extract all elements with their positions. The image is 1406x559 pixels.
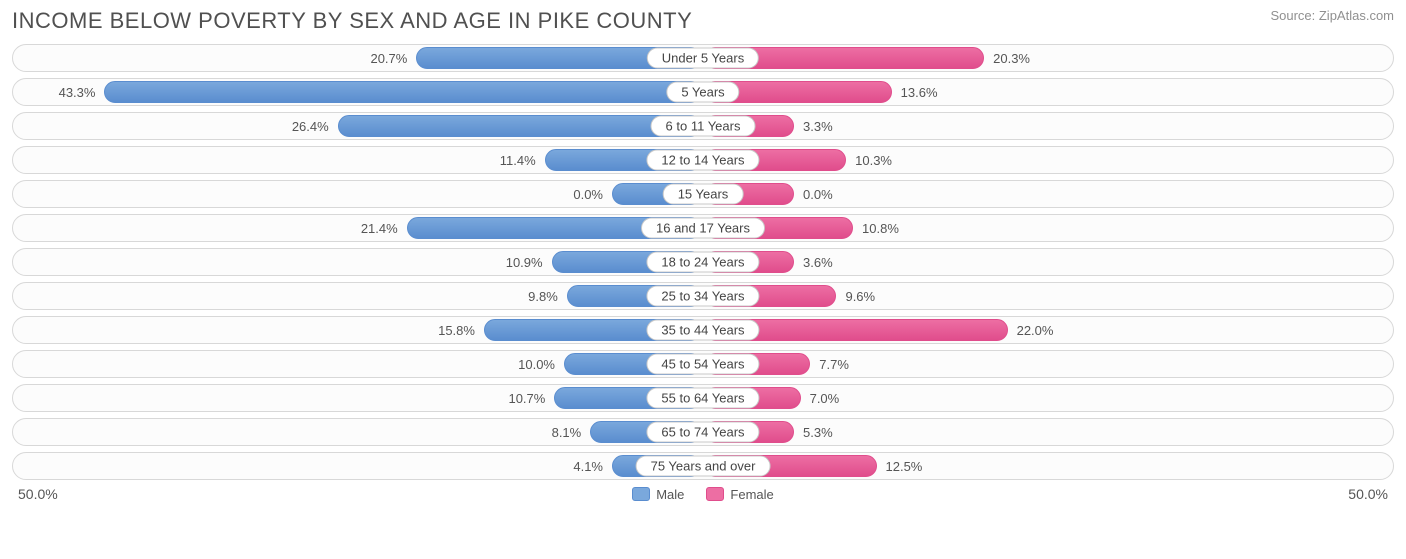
category-label: 15 Years	[663, 184, 744, 205]
female-value: 10.3%	[847, 153, 900, 168]
male-bar	[338, 115, 702, 137]
chart-title: INCOME BELOW POVERTY BY SEX AND AGE IN P…	[12, 8, 692, 34]
chart-row: 20.7% 20.3% Under 5 Years	[12, 44, 1394, 72]
chart-source: Source: ZipAtlas.com	[1270, 8, 1394, 23]
poverty-by-sex-age-chart: 20.7% 20.3% Under 5 Years 43.3% 13.6% 5 Years…	[12, 44, 1394, 480]
category-label: 12 to 14 Years	[646, 150, 759, 171]
male-value: 21.4%	[353, 221, 406, 236]
female-value: 3.3%	[795, 119, 841, 134]
axis-tick-right: 50.0%	[1348, 486, 1388, 502]
category-label: 25 to 34 Years	[646, 286, 759, 307]
male-value: 0.0%	[565, 187, 611, 202]
category-label: 45 to 54 Years	[646, 354, 759, 375]
category-label: 6 to 11 Years	[651, 116, 756, 137]
chart-axis: 50.0% Male Female 50.0%	[12, 486, 1394, 502]
legend-label-male: Male	[656, 487, 684, 502]
male-value: 9.8%	[520, 289, 566, 304]
female-value: 7.7%	[811, 357, 857, 372]
male-value: 10.0%	[510, 357, 563, 372]
chart-row: 10.7% 7.0% 55 to 64 Years	[12, 384, 1394, 412]
male-value: 8.1%	[544, 425, 590, 440]
chart-row: 26.4% 3.3% 6 to 11 Years	[12, 112, 1394, 140]
female-value: 5.3%	[795, 425, 841, 440]
chart-row: 10.9% 3.6% 18 to 24 Years	[12, 248, 1394, 276]
male-value: 10.9%	[498, 255, 551, 270]
chart-row: 0.0% 0.0% 15 Years	[12, 180, 1394, 208]
male-value: 43.3%	[51, 85, 104, 100]
chart-row: 10.0% 7.7% 45 to 54 Years	[12, 350, 1394, 378]
legend-swatch-male	[632, 487, 650, 501]
male-value: 10.7%	[500, 391, 553, 406]
category-label: 75 Years and over	[636, 456, 771, 477]
female-value: 9.6%	[837, 289, 883, 304]
female-value: 0.0%	[795, 187, 841, 202]
male-value: 26.4%	[284, 119, 337, 134]
female-value: 7.0%	[802, 391, 848, 406]
chart-row: 4.1% 12.5% 75 Years and over	[12, 452, 1394, 480]
male-value: 4.1%	[565, 459, 611, 474]
chart-row: 43.3% 13.6% 5 Years	[12, 78, 1394, 106]
category-label: 35 to 44 Years	[646, 320, 759, 341]
female-value: 13.6%	[893, 85, 946, 100]
category-label: 16 and 17 Years	[641, 218, 765, 239]
legend-item-female: Female	[706, 487, 773, 502]
female-value: 12.5%	[878, 459, 931, 474]
chart-row: 15.8% 22.0% 35 to 44 Years	[12, 316, 1394, 344]
legend-label-female: Female	[730, 487, 773, 502]
chart-row: 11.4% 10.3% 12 to 14 Years	[12, 146, 1394, 174]
chart-legend: Male Female	[632, 487, 774, 502]
chart-row: 21.4% 10.8% 16 and 17 Years	[12, 214, 1394, 242]
chart-row: 9.8% 9.6% 25 to 34 Years	[12, 282, 1394, 310]
male-value: 15.8%	[430, 323, 483, 338]
male-value: 20.7%	[362, 51, 415, 66]
chart-row: 8.1% 5.3% 65 to 74 Years	[12, 418, 1394, 446]
axis-tick-left: 50.0%	[18, 486, 58, 502]
male-value: 11.4%	[492, 153, 544, 168]
female-value: 10.8%	[854, 221, 907, 236]
category-label: 5 Years	[666, 82, 739, 103]
legend-item-male: Male	[632, 487, 684, 502]
chart-header: INCOME BELOW POVERTY BY SEX AND AGE IN P…	[12, 8, 1394, 34]
male-bar	[104, 81, 702, 103]
legend-swatch-female	[706, 487, 724, 501]
category-label: Under 5 Years	[647, 48, 759, 69]
female-value: 22.0%	[1009, 323, 1062, 338]
female-value: 20.3%	[985, 51, 1038, 66]
category-label: 65 to 74 Years	[646, 422, 759, 443]
female-value: 3.6%	[795, 255, 841, 270]
category-label: 55 to 64 Years	[646, 388, 759, 409]
category-label: 18 to 24 Years	[646, 252, 759, 273]
